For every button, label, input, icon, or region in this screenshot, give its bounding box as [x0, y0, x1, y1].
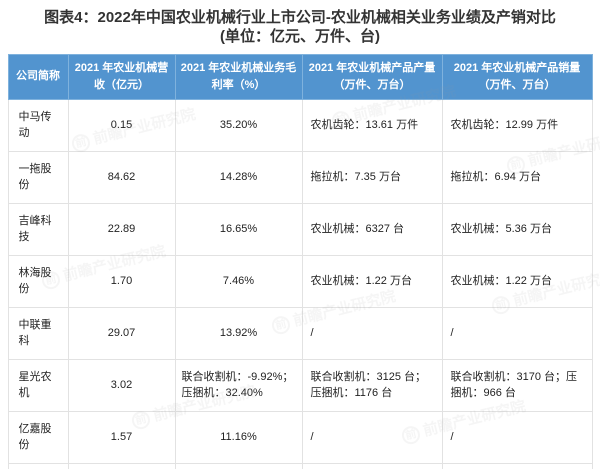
figure-title-line1: 图表4：2022年中国农业机械行业上市公司-农业机械相关业务业绩及产销对比	[44, 9, 556, 26]
revenue-cell: 84.62	[67, 150, 176, 204]
margin-cell: 35.20%	[174, 98, 303, 152]
col-header-margin: 2021 年农业机械业务毛利率（%）	[174, 53, 303, 100]
table-row: 一拖股份 84.62 14.28% 拖拉机：7.35 万台 拖拉机：6.94 万…	[7, 150, 593, 204]
sales-cell: 农业机械：2847 台	[441, 462, 593, 469]
margin-cell: 7.46%	[174, 254, 303, 308]
revenue-cell: 22.89	[67, 202, 176, 256]
revenue-cell: 3.02	[67, 358, 176, 412]
company-cell: 星光农机	[7, 358, 69, 412]
sales-cell: /	[441, 410, 593, 464]
col-header-company: 公司简称	[7, 53, 69, 100]
company-cell: 中马传动	[7, 98, 69, 152]
sales-cell: 拖拉机：6.94 万台	[441, 150, 593, 204]
revenue-cell: 7.88	[67, 462, 176, 469]
sales-cell: 农机齿轮：12.99 万件	[441, 98, 593, 152]
company-data-table: 公司简称 2021 年农业机械营收（亿元） 2021 年农业机械业务毛利率（%）…	[7, 53, 593, 469]
output-cell: 拖拉机：7.35 万台	[301, 150, 443, 204]
company-cell: 吉峰科技	[7, 202, 69, 256]
revenue-cell: 29.07	[67, 306, 176, 360]
margin-cell: 14.28%	[174, 150, 303, 204]
sales-cell: 农业机械：1.22 万台	[441, 254, 593, 308]
sales-cell: 农业机械：5.36 万台	[441, 202, 593, 256]
company-cell: ST 新研	[7, 462, 69, 469]
company-cell: 林海股份	[7, 254, 69, 308]
output-cell: 农业机械：6327 台	[301, 202, 443, 256]
table-row: ST 新研 7.88 21.58% 农业机械：2984 台 农业机械：2847 …	[7, 462, 593, 469]
figure-title-line2: (单位：亿元、万件、台)	[220, 27, 380, 45]
col-header-revenue: 2021 年农业机械营收（亿元）	[67, 53, 176, 100]
col-header-output: 2021 年农业机械产品产量（万件、万台）	[301, 53, 443, 100]
table-row: 吉峰科技 22.89 16.65% 农业机械：6327 台 农业机械：5.36 …	[7, 202, 593, 256]
table-row: 林海股份 1.70 7.46% 农业机械：1.22 万台 农业机械：1.22 万…	[7, 254, 593, 308]
company-cell: 亿嘉股份	[7, 410, 69, 464]
margin-cell: 21.58%	[174, 462, 303, 469]
table-row: 亿嘉股份 1.57 11.16% / /	[7, 410, 593, 464]
table-header-row: 公司简称 2021 年农业机械营收（亿元） 2021 年农业机械业务毛利率（%）…	[7, 53, 593, 100]
company-cell: 一拖股份	[7, 150, 69, 204]
margin-cell: 联合收割机：-9.92%；压捆机：32.40%	[174, 358, 303, 412]
output-cell: /	[301, 306, 443, 360]
company-cell: 中联重科	[7, 306, 69, 360]
table-row: 中联重科 29.07 13.92% / /	[7, 306, 593, 360]
output-cell: /	[301, 410, 443, 464]
output-cell: 农机齿轮：13.61 万件	[301, 98, 443, 152]
margin-cell: 11.16%	[174, 410, 303, 464]
sales-cell: 联合收割机：3170 台；压捆机：966 台	[441, 358, 593, 412]
margin-cell: 13.92%	[174, 306, 303, 360]
figure-title: 图表4：2022年中国农业机械行业上市公司-农业机械相关业务业绩及产销对比 (单…	[0, 0, 600, 47]
revenue-cell: 1.70	[67, 254, 176, 308]
output-cell: 联合收割机：3125 台；压捆机：1176 台	[301, 358, 443, 412]
table-row: 星光农机 3.02 联合收割机：-9.92%；压捆机：32.40% 联合收割机：…	[7, 358, 593, 412]
output-cell: 农业机械：2984 台	[301, 462, 443, 469]
col-header-sales: 2021 年农业机械产品销量（万件、万台）	[441, 53, 593, 100]
output-cell: 农业机械：1.22 万台	[301, 254, 443, 308]
revenue-cell: 0.15	[67, 98, 176, 152]
margin-cell: 16.65%	[174, 202, 303, 256]
revenue-cell: 1.57	[67, 410, 176, 464]
sales-cell: /	[441, 306, 593, 360]
table-row: 中马传动 0.15 35.20% 农机齿轮：13.61 万件 农机齿轮：12.9…	[7, 98, 593, 152]
